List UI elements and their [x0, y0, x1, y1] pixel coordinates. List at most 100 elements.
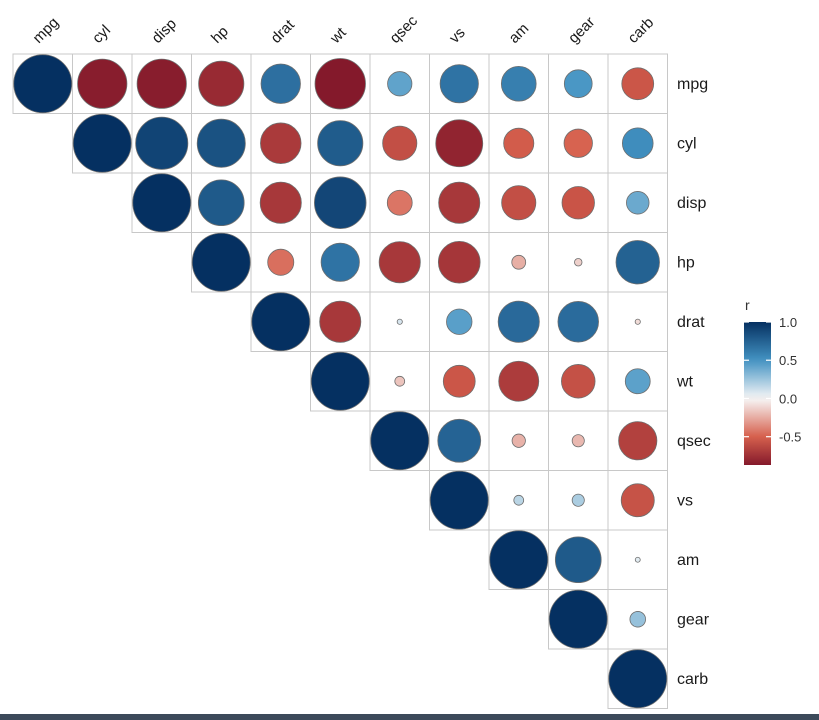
corr-circle-hp-hp — [191, 232, 251, 292]
corr-circle-drat-am — [497, 300, 540, 343]
row-label-gear: gear — [677, 611, 710, 628]
corr-circle-cyl-hp — [196, 118, 246, 168]
corr-circle-gear-carb — [629, 611, 646, 628]
corr-circle-cyl-am — [503, 127, 535, 159]
corr-circle-hp-carb — [615, 240, 660, 285]
col-label-wt: wt — [326, 24, 350, 48]
corr-circle-gear-gear — [548, 589, 608, 649]
row-label-am: am — [677, 552, 699, 569]
corr-circle-wt-wt — [310, 351, 370, 411]
corr-circle-cyl-drat — [260, 122, 302, 164]
col-label-hp: hp — [208, 23, 232, 47]
corr-circle-drat-wt — [319, 300, 362, 343]
corr-circle-wt-carb — [624, 368, 651, 395]
col-label-mpg: mpg — [30, 14, 63, 47]
corr-circle-cyl-disp — [135, 116, 189, 170]
corr-circle-wt-gear — [561, 364, 596, 399]
col-label-cyl: cyl — [89, 22, 114, 47]
corr-circle-vs-am — [513, 494, 525, 506]
corr-circle-qsec-qsec — [370, 411, 430, 471]
corr-circle-mpg-carb — [621, 67, 655, 101]
row-label-disp: disp — [677, 195, 706, 212]
corr-circle-hp-wt — [320, 242, 360, 282]
cell-mpg-vs — [429, 53, 490, 114]
corr-circle-disp-wt — [314, 176, 367, 229]
row-label-drat: drat — [677, 314, 705, 331]
col-label-gear: gear — [565, 14, 598, 47]
legend-title: r — [745, 297, 750, 313]
corr-circle-disp-vs — [438, 181, 481, 224]
legend-tick-label: 0.0 — [779, 391, 797, 406]
legend-tick-label: 1.0 — [779, 315, 797, 330]
corr-circle-cyl-cyl — [72, 113, 132, 173]
corr-circle-disp-hp — [197, 179, 245, 227]
corr-circle-hp-am — [511, 254, 527, 270]
corr-circle-mpg-am — [500, 65, 537, 102]
corr-circle-vs-carb — [620, 483, 655, 518]
corr-circle-cyl-vs — [435, 119, 484, 168]
col-label-vs: vs — [446, 24, 469, 47]
col-label-qsec: qsec — [387, 12, 422, 47]
corr-circle-am-carb — [634, 556, 641, 563]
row-label-qsec: qsec — [677, 433, 711, 450]
col-label-drat: drat — [268, 16, 299, 47]
corr-circle-vs-gear — [571, 493, 585, 507]
row-label-wt: wt — [676, 373, 694, 390]
corr-circle-cyl-gear — [563, 128, 593, 158]
corr-circle-mpg-wt — [314, 58, 366, 110]
corr-circle-qsec-vs — [437, 418, 482, 463]
legend-ticks: 1.0 0.5 0.0 -0.5 — [744, 315, 801, 445]
corr-circle-drat-drat — [251, 292, 311, 352]
corr-circle-mpg-hp — [198, 60, 245, 107]
circle-layer — [13, 54, 668, 709]
corr-circle-qsec-carb — [618, 421, 658, 461]
row-label-hp: hp — [677, 254, 695, 271]
row-label-carb: carb — [677, 671, 708, 688]
corr-circle-hp-drat — [267, 248, 295, 276]
corr-circle-mpg-vs — [439, 64, 479, 104]
corr-circle-mpg-drat — [260, 63, 301, 104]
corr-circle-am-am — [489, 530, 549, 590]
corr-circle-drat-gear — [557, 301, 599, 343]
corr-circle-disp-am — [501, 185, 537, 221]
corr-circle-cyl-carb — [621, 127, 654, 160]
corr-circle-qsec-gear — [571, 434, 585, 448]
corr-circle-disp-gear — [561, 186, 595, 220]
row-label-mpg: mpg — [677, 76, 708, 93]
corr-circle-mpg-mpg — [13, 54, 73, 114]
col-label-am: am — [506, 20, 533, 47]
row-label-cyl: cyl — [677, 135, 697, 152]
corr-circle-mpg-gear — [563, 69, 593, 99]
corr-circle-wt-vs — [442, 364, 476, 398]
bottom-border-bar — [0, 714, 819, 720]
corr-circle-drat-vs — [446, 308, 473, 335]
corr-circle-hp-qsec — [378, 241, 421, 284]
legend-colorbar — [744, 322, 771, 465]
corr-circle-cyl-qsec — [382, 125, 418, 161]
corr-circle-am-gear — [554, 536, 602, 584]
corr-circle-wt-am — [498, 360, 540, 402]
corr-circle-mpg-cyl — [77, 58, 128, 109]
legend-tick-label: -0.5 — [779, 430, 801, 445]
corr-circle-disp-qsec — [386, 189, 413, 216]
corr-circle-cyl-wt — [317, 120, 364, 167]
corr-circle-vs-vs — [429, 470, 489, 530]
corr-circle-carb-carb — [608, 649, 668, 709]
corr-circle-hp-gear — [574, 258, 583, 267]
corr-circle-hp-vs — [437, 240, 481, 284]
corr-circle-wt-qsec — [394, 375, 406, 387]
color-legend: r 1.0 0.5 0.0 -0.5 — [744, 297, 801, 465]
col-label-disp: disp — [149, 15, 180, 46]
corr-circle-drat-carb — [634, 318, 641, 325]
corr-circle-disp-drat — [259, 181, 302, 224]
corr-circle-drat-qsec — [396, 318, 403, 325]
corr-circle-disp-carb — [626, 191, 650, 215]
legend-tick-label: 0.5 — [779, 353, 797, 368]
corr-circle-mpg-disp — [136, 58, 187, 109]
corr-circle-qsec-am — [511, 433, 526, 448]
corr-circle-disp-disp — [132, 173, 192, 233]
col-label-carb: carb — [625, 14, 658, 47]
corr-circle-mpg-qsec — [387, 71, 413, 97]
row-label-vs: vs — [677, 492, 693, 509]
